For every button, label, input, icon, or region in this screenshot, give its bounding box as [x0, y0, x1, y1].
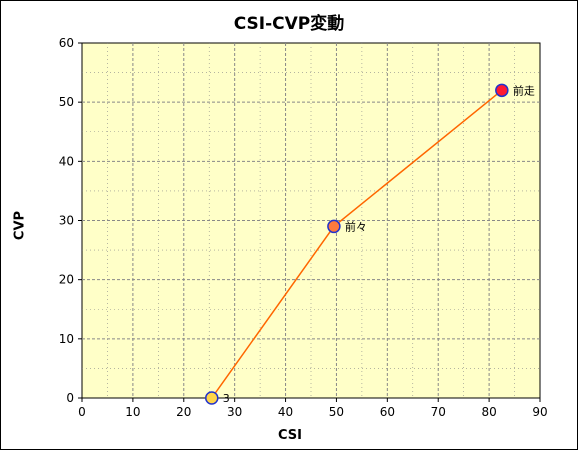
y-tick-label: 30 — [59, 214, 74, 228]
data-point — [327, 219, 341, 234]
plot-area — [81, 42, 541, 399]
x-tick-label: 0 — [78, 405, 86, 419]
x-tick-label: 20 — [176, 405, 191, 419]
data-point-label: 前走 — [513, 83, 535, 97]
y-tick-label: 20 — [59, 273, 74, 287]
x-tick-label: 90 — [532, 405, 547, 419]
x-axis-label: CSI — [278, 428, 302, 443]
y-tick-label: 40 — [59, 154, 74, 168]
data-point — [205, 391, 219, 405]
y-tick-label: 60 — [59, 36, 74, 50]
series-layer: 3 前々 前走 — [205, 83, 535, 405]
x-tick-label: 60 — [380, 405, 395, 419]
x-tick-label: 70 — [431, 405, 446, 419]
axis-layer: 0 10 20 30 40 50 60 70 80 90 0 10 20 30 40 50 60 — [59, 36, 548, 419]
grid-layer — [82, 43, 540, 398]
chart-title: CSI-CVP変動 — [233, 14, 345, 34]
y-tick-label: 10 — [59, 332, 74, 346]
x-tick-label: 30 — [227, 405, 242, 419]
x-tick-label: 10 — [125, 405, 140, 419]
x-tick-label: 80 — [481, 405, 496, 419]
data-point — [495, 83, 509, 98]
data-point-label: 3 — [223, 392, 230, 405]
y-tick-label: 50 — [59, 95, 74, 109]
x-tick-label: 40 — [278, 405, 293, 419]
data-point-label: 前々 — [345, 219, 367, 233]
y-tick-label: 0 — [66, 391, 74, 405]
x-tick-label: 50 — [329, 405, 344, 419]
